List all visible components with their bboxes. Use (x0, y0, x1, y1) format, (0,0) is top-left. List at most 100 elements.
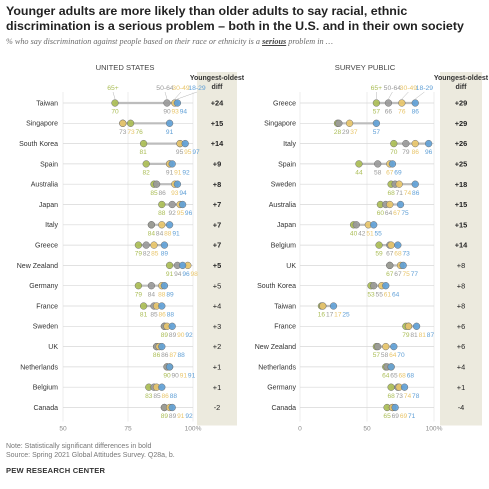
dot-65plus (142, 160, 150, 168)
dot-18-29 (158, 383, 166, 391)
dot-50-64 (152, 180, 161, 188)
value-label: 73 (127, 129, 135, 136)
diff-value: -4 (458, 403, 465, 412)
value-label: 65 (383, 413, 391, 420)
value-label: 88 (158, 291, 166, 298)
value-label: 70 (111, 109, 119, 116)
diff-value: +18 (455, 180, 468, 189)
dot-50-64 (402, 139, 410, 148)
dot-50-64 (168, 200, 176, 209)
value-label: 82 (143, 251, 151, 258)
dot-18-29 (396, 200, 405, 209)
value-label: 88 (167, 312, 175, 319)
dot-18-29 (165, 119, 174, 127)
value-label: 79 (402, 149, 410, 156)
diff-value: +7 (213, 241, 221, 250)
country-label: Australia (269, 202, 296, 209)
diff-header-line1: Youngest-oldest (190, 75, 245, 82)
legend-leader (164, 91, 168, 100)
value-label: 91 (174, 170, 182, 177)
country-label: New Zealand (17, 263, 58, 270)
value-label: 91 (166, 129, 174, 136)
dot-65plus (390, 139, 398, 148)
value-label: 85 (150, 312, 158, 319)
value-label: 89 (161, 413, 169, 420)
legend-label-1: 50-64 (156, 85, 174, 92)
value-label: 92 (185, 332, 193, 339)
diff-value: +15 (211, 119, 224, 128)
value-label: 59 (375, 251, 383, 258)
value-label: 17 (334, 312, 342, 319)
value-label: 68 (387, 393, 395, 400)
value-label: 64 (389, 352, 397, 359)
dot-18-29 (178, 200, 187, 209)
value-label: 67 (386, 251, 394, 258)
dot-50-64 (142, 241, 150, 249)
value-label: 92 (182, 170, 190, 177)
dot-18-29 (394, 241, 402, 249)
value-label: 88 (158, 210, 166, 217)
value-label: 68 (387, 190, 395, 197)
value-label: 71 (396, 190, 404, 197)
panel-title: SURVEY PUBLIC (335, 63, 396, 72)
value-label: 69 (400, 413, 408, 420)
chart-title: Younger adults are more likely than olde… (6, 4, 464, 33)
dot-18-29 (160, 282, 169, 290)
value-label: 76 (398, 109, 406, 116)
x-tick-label: 100% (426, 426, 443, 433)
value-label: 86 (159, 190, 167, 197)
value-label: 90 (163, 373, 171, 380)
value-label: 84 (148, 230, 156, 237)
country-label: Canada (33, 405, 58, 412)
diff-value: -2 (214, 403, 221, 412)
dot-18-29 (165, 363, 174, 371)
value-label: 64 (385, 210, 393, 217)
value-label: 86 (159, 312, 167, 319)
value-label: 96 (425, 149, 433, 156)
diff-value: +2 (213, 342, 221, 351)
dot-50-64 (352, 221, 360, 229)
country-label: Japan (277, 222, 296, 229)
value-label: 66 (385, 109, 393, 116)
country-label: UK (48, 344, 58, 351)
value-label: 95 (176, 149, 184, 156)
value-label: 81 (419, 332, 427, 339)
chart-note: Note: Statistically significant differen… (6, 443, 152, 450)
country-label: Taiwan (36, 100, 58, 107)
country-label: UK (286, 263, 296, 270)
value-label: 85 (151, 251, 159, 258)
value-label: 68 (407, 373, 415, 380)
value-label: 82 (143, 170, 151, 177)
diff-value: +26 (455, 139, 468, 148)
dot-18-29 (411, 180, 419, 188)
value-label: 58 (374, 170, 382, 177)
value-label: 96 (185, 210, 193, 217)
dot-18-29 (388, 160, 397, 168)
value-label: 77 (411, 271, 419, 278)
country-label: Sweden (271, 182, 296, 189)
dot-30-49 (119, 119, 127, 127)
value-label: 88 (170, 393, 178, 400)
dot-18-29 (168, 322, 176, 330)
legend-leader (112, 91, 116, 100)
dot-30-49 (345, 119, 354, 127)
country-label: Singapore (264, 121, 296, 128)
value-label: 93 (172, 109, 180, 116)
dot-30-49 (319, 302, 327, 310)
value-label: 68 (394, 251, 402, 258)
value-label: 65 (390, 373, 398, 380)
legend-label-3: 18-29 (416, 85, 434, 92)
value-label: 57 (373, 352, 381, 359)
dot-18-29 (160, 241, 169, 249)
country-label: Greece (35, 243, 58, 250)
legend-leader (401, 91, 409, 100)
value-label: 73 (396, 393, 404, 400)
dot-50-64 (147, 221, 156, 229)
diff-header-line1: Youngest-oldest (434, 75, 489, 82)
dot-65plus (134, 282, 143, 290)
country-label: Singapore (26, 121, 58, 128)
value-label: 89 (169, 332, 177, 339)
dot-30-49 (398, 99, 406, 107)
legend-label-0: 65+ (107, 85, 119, 92)
